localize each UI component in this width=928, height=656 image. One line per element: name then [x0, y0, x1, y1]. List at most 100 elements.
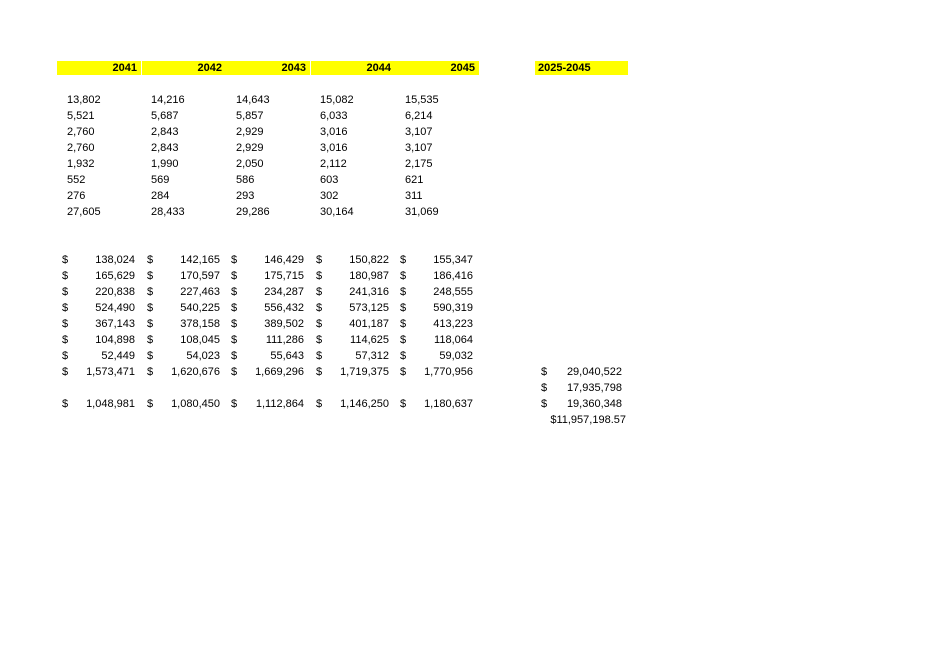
amount-cell[interactable]: 1,620,676 — [171, 366, 220, 378]
unit-cell[interactable]: 5,687 — [151, 110, 179, 122]
unit-cell[interactable]: 2,929 — [236, 142, 264, 154]
amount-cell[interactable]: 111,286 — [265, 334, 304, 346]
amount-cell[interactable]: 175,715 — [264, 270, 304, 282]
bottom-amount-cell[interactable]: 1,146,250 — [340, 398, 389, 410]
unit-cell[interactable]: 2,175 — [405, 158, 433, 170]
unit-cell[interactable]: 14,216 — [151, 94, 185, 106]
amount-cell[interactable]: 590,319 — [433, 302, 473, 314]
amount-cell[interactable]: 170,597 — [180, 270, 220, 282]
unit-cell[interactable]: 31,069 — [405, 206, 439, 218]
bottom-amount-cell[interactable]: 1,180,637 — [424, 398, 473, 410]
unit-cell[interactable]: 276 — [67, 190, 86, 202]
unit-cell[interactable]: 13,802 — [67, 94, 101, 106]
currency-symbol: $ — [400, 302, 407, 314]
amount-cell[interactable]: 1,669,296 — [255, 366, 304, 378]
unit-cell[interactable]: 2,112 — [320, 158, 347, 170]
amount-cell[interactable]: 57,312 — [355, 350, 389, 362]
unit-cell[interactable]: 621 — [405, 174, 424, 186]
unit-cell[interactable]: 15,535 — [405, 94, 439, 106]
amount-cell[interactable]: 146,429 — [264, 254, 304, 266]
amount-cell[interactable]: 59,032 — [439, 350, 473, 362]
currency-symbol: $ — [400, 318, 407, 330]
year-header-label: 2045 — [450, 62, 475, 74]
year-header-3[interactable]: 2044 — [311, 61, 395, 75]
unit-cell[interactable]: 2,760 — [67, 142, 95, 154]
unit-cell[interactable]: 586 — [236, 174, 255, 186]
amount-cell[interactable]: 142,165 — [180, 254, 220, 266]
amount-cell[interactable]: 150,822 — [349, 254, 389, 266]
amount-cell[interactable]: 108,045 — [180, 334, 220, 346]
amount-cell[interactable]: 241,316 — [349, 286, 389, 298]
unit-cell[interactable]: 2,843 — [151, 126, 179, 138]
amount-cell[interactable]: 180,987 — [349, 270, 389, 282]
unit-cell[interactable]: 3,016 — [320, 142, 348, 154]
unit-cell[interactable]: 284 — [151, 190, 170, 202]
unit-cell[interactable]: 2,929 — [236, 126, 264, 138]
unit-cell[interactable]: 6,033 — [320, 110, 348, 122]
unit-cell[interactable]: 552 — [67, 174, 86, 186]
amount-cell[interactable]: 1,573,471 — [86, 366, 135, 378]
unit-cell[interactable]: 293 — [236, 190, 255, 202]
amount-cell[interactable]: 165,629 — [95, 270, 135, 282]
unit-cell[interactable]: 2,760 — [67, 126, 95, 138]
amount-cell[interactable]: 367,143 — [95, 318, 135, 330]
unit-cell[interactable]: 3,016 — [320, 126, 348, 138]
unit-cell[interactable]: 27,605 — [67, 206, 101, 218]
amount-cell[interactable]: 104,898 — [95, 334, 135, 346]
amount-cell[interactable]: 234,287 — [264, 286, 304, 298]
unit-cell[interactable]: 2,050 — [236, 158, 264, 170]
amount-cell[interactable]: 1,719,375 — [340, 366, 389, 378]
unit-cell[interactable]: 311 — [405, 190, 423, 202]
amount-cell[interactable]: 55,643 — [270, 350, 304, 362]
summary-header[interactable]: 2025-2045 — [535, 61, 628, 75]
unit-cell[interactable]: 14,643 — [236, 94, 270, 106]
amount-cell[interactable]: 138,024 — [95, 254, 135, 266]
amount-cell[interactable]: 1,770,956 — [424, 366, 473, 378]
amount-cell[interactable]: 118,064 — [434, 334, 473, 346]
unit-cell[interactable]: 5,857 — [236, 110, 264, 122]
unit-cell[interactable]: 3,107 — [405, 142, 433, 154]
amount-cell[interactable]: 248,555 — [433, 286, 473, 298]
amount-cell[interactable]: 413,223 — [433, 318, 473, 330]
amount-cell[interactable]: 378,158 — [180, 318, 220, 330]
unit-cell[interactable]: 569 — [151, 174, 170, 186]
summary-total-3[interactable]: 19,360,348 — [566, 398, 622, 410]
bottom-amount-cell[interactable]: 1,112,864 — [255, 398, 304, 410]
amount-cell[interactable]: 556,432 — [264, 302, 304, 314]
year-header-1[interactable]: 2042 — [142, 61, 226, 75]
unit-cell[interactable]: 30,164 — [320, 206, 354, 218]
unit-cell[interactable]: 15,082 — [320, 94, 354, 106]
summary-grand-total[interactable]: $11,957,198.57 — [550, 414, 626, 426]
summary-total-2[interactable]: 17,935,798 — [566, 382, 622, 394]
amount-cell[interactable]: 573,125 — [349, 302, 389, 314]
year-header-label: 2041 — [112, 62, 137, 74]
amount-cell[interactable]: 401,187 — [349, 318, 389, 330]
unit-cell[interactable]: 5,521 — [67, 110, 95, 122]
amount-cell[interactable]: 114,625 — [350, 334, 389, 346]
bottom-amount-cell[interactable]: 1,080,450 — [171, 398, 220, 410]
unit-cell[interactable]: 28,433 — [151, 206, 185, 218]
amount-cell[interactable]: 524,490 — [95, 302, 135, 314]
unit-cell[interactable]: 2,843 — [151, 142, 179, 154]
unit-cell[interactable]: 3,107 — [405, 126, 433, 138]
unit-cell[interactable]: 603 — [320, 174, 339, 186]
amount-cell[interactable]: 52,449 — [101, 350, 135, 362]
amount-cell[interactable]: 155,347 — [433, 254, 473, 266]
unit-cell[interactable]: 302 — [320, 190, 339, 202]
amount-cell[interactable]: 227,463 — [180, 286, 220, 298]
amount-cell[interactable]: 186,416 — [433, 270, 473, 282]
amount-cell[interactable]: 54,023 — [186, 350, 220, 362]
amount-cell[interactable]: 389,502 — [264, 318, 304, 330]
summary-header-label: 2025-2045 — [538, 62, 591, 74]
amount-cell[interactable]: 220,838 — [95, 286, 135, 298]
unit-cell[interactable]: 6,214 — [405, 110, 433, 122]
year-header-0[interactable]: 2041 — [57, 61, 141, 75]
amount-cell[interactable]: 540,225 — [180, 302, 220, 314]
year-header-4[interactable]: 2045 — [395, 61, 479, 75]
unit-cell[interactable]: 1,932 — [67, 158, 95, 170]
summary-total-1[interactable]: 29,040,522 — [566, 366, 622, 378]
bottom-amount-cell[interactable]: 1,048,981 — [86, 398, 135, 410]
unit-cell[interactable]: 1,990 — [151, 158, 179, 170]
year-header-2[interactable]: 2043 — [226, 61, 310, 75]
unit-cell[interactable]: 29,286 — [236, 206, 270, 218]
